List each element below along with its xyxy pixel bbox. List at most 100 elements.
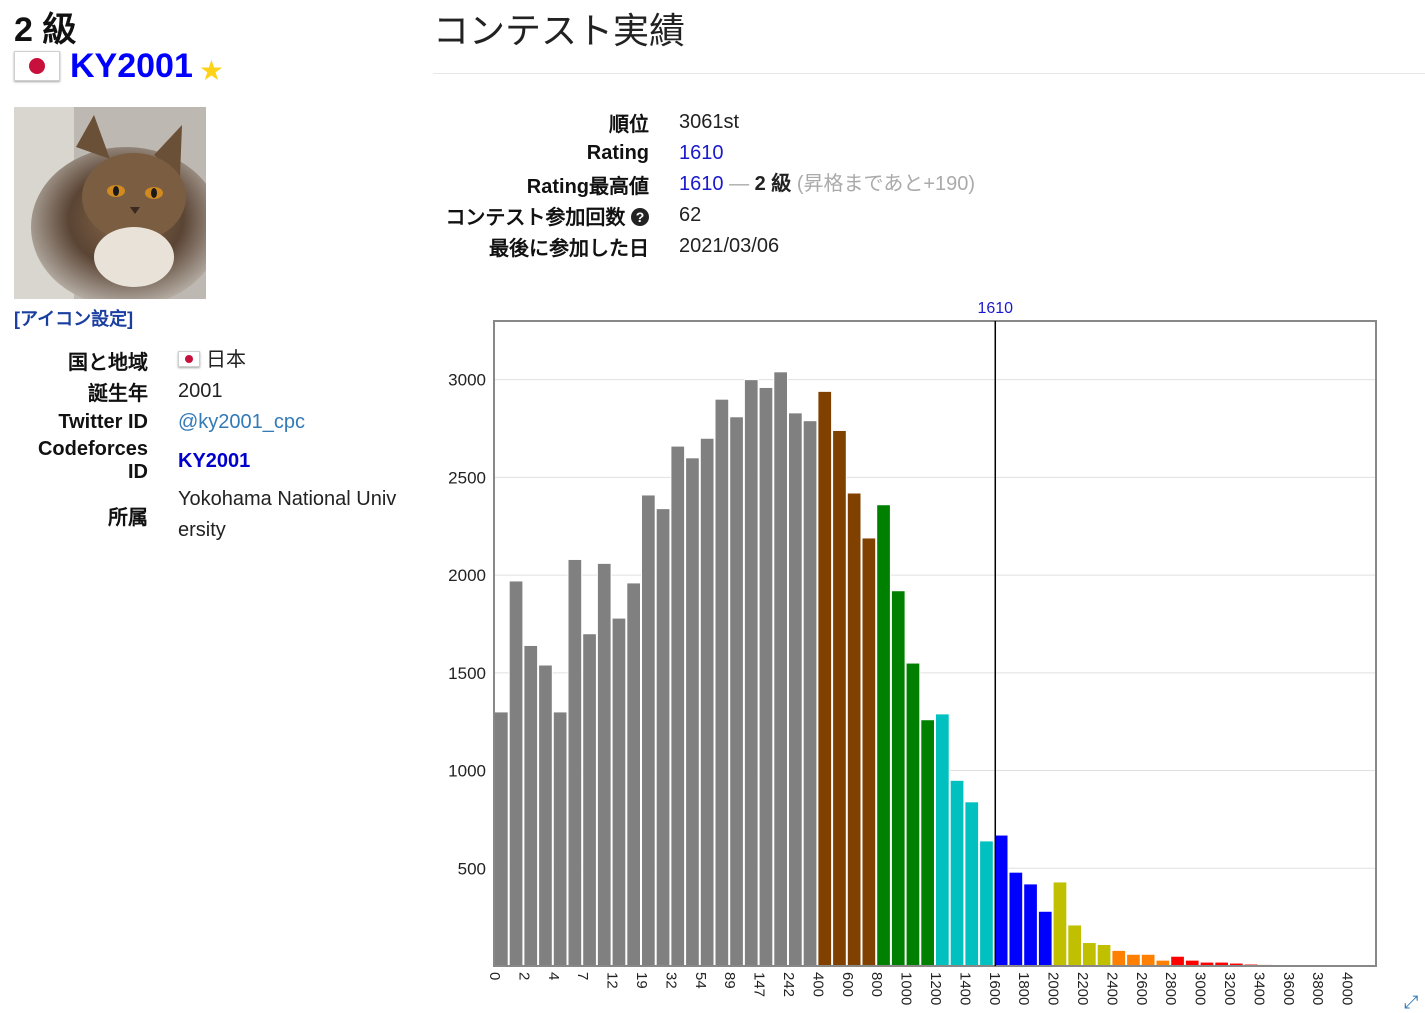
- bar: [1068, 925, 1082, 966]
- bar: [700, 438, 714, 966]
- x-tick-label: 600: [839, 972, 856, 997]
- x-tick-label: 1600: [986, 972, 1003, 1005]
- x-tick-label: 1200: [927, 972, 944, 1005]
- x-tick-label: 3400: [1250, 972, 1267, 1005]
- bar: [642, 495, 656, 966]
- bar: [759, 387, 773, 966]
- contest-row-count: コンテスト参加回数 ? 62: [433, 200, 975, 231]
- username[interactable]: KY2001: [70, 47, 193, 86]
- x-tick-label: 2000: [1045, 972, 1062, 1005]
- bar: [1024, 884, 1038, 966]
- bar: [789, 413, 803, 966]
- contest-row-last: 最後に参加した日 2021/03/06: [433, 231, 975, 262]
- bar: [965, 802, 979, 966]
- y-tick-label: 1500: [448, 664, 486, 683]
- x-tick-label: 3000: [1192, 972, 1209, 1005]
- x-tick-label: 4: [545, 972, 562, 980]
- bar: [803, 421, 817, 966]
- question-circle-icon[interactable]: ?: [631, 208, 649, 226]
- rank-label: 順位: [433, 107, 679, 138]
- twitter-link[interactable]: @ky2001_cpc: [178, 411, 305, 433]
- bar: [921, 720, 935, 966]
- bar: [833, 430, 847, 966]
- bar: [583, 634, 597, 966]
- x-tick-label: 400: [809, 972, 826, 997]
- x-tick-label: 800: [868, 972, 885, 997]
- bar: [744, 380, 758, 966]
- profile-row-codeforces: Codeforces ID KY2001: [14, 438, 398, 484]
- codeforces-label: Codeforces ID: [14, 438, 178, 484]
- bar: [906, 663, 920, 966]
- contest-table: 順位 3061st Rating 1610 Rating最高値 1610 — 2…: [433, 107, 975, 262]
- x-tick-label: 89: [721, 972, 738, 989]
- rating-label: Rating: [433, 138, 679, 169]
- x-tick-label: 1000: [898, 972, 915, 1005]
- x-tick-label: 147: [751, 972, 768, 997]
- last-contest-label: 最後に参加した日: [433, 231, 679, 262]
- bar: [1038, 911, 1052, 966]
- affiliation-value: Yokohama National University: [178, 484, 398, 546]
- max-rating-label: Rating最高値: [433, 169, 679, 200]
- user-header: KY2001 ★: [14, 44, 224, 88]
- bar: [553, 712, 567, 966]
- x-tick-label: 2800: [1162, 972, 1179, 1005]
- star-icon: ★: [199, 54, 224, 87]
- bar: [950, 780, 964, 966]
- birthyear-label: 誕生年: [14, 376, 178, 407]
- bar: [495, 712, 509, 966]
- bar: [1141, 954, 1155, 966]
- bar: [774, 372, 788, 966]
- rank-value: 3061st: [679, 107, 975, 138]
- promotion-note: (昇格まであと+190): [797, 173, 975, 195]
- y-tick-label: 1000: [448, 762, 486, 781]
- bar: [936, 714, 950, 966]
- x-tick-label: 1400: [956, 972, 973, 1005]
- x-tick-label: 12: [604, 972, 621, 989]
- x-tick-label: 1800: [1015, 972, 1032, 1005]
- y-tick-label: 500: [458, 859, 486, 878]
- profile-row-affiliation: 所属 Yokohama National University: [14, 484, 398, 546]
- max-rating-separator: —: [729, 173, 749, 195]
- y-tick-label: 2500: [448, 468, 486, 487]
- bar: [686, 458, 700, 966]
- x-tick-label: 3200: [1221, 972, 1238, 1005]
- rating-value: 1610: [679, 142, 724, 164]
- x-tick-label: 7: [574, 972, 591, 980]
- bar: [524, 645, 538, 966]
- x-tick-label: 2: [515, 972, 532, 980]
- profile-row-country: 国と地域 日本: [14, 345, 398, 376]
- x-tick-label: 3600: [1280, 972, 1297, 1005]
- contest-heading: コンテスト実績: [433, 2, 685, 54]
- country-value[interactable]: 日本: [206, 349, 246, 371]
- bar: [1171, 956, 1185, 966]
- contest-row-rating: Rating 1610: [433, 138, 975, 169]
- last-contest-value: 2021/03/06: [679, 231, 975, 262]
- bar: [597, 563, 611, 966]
- x-tick-label: 2600: [1133, 972, 1150, 1005]
- bar: [730, 417, 744, 966]
- bar: [877, 505, 891, 966]
- bar: [568, 559, 582, 966]
- divider: [433, 73, 1425, 74]
- contest-count-label: コンテスト参加回数: [445, 207, 625, 229]
- icon-settings-link[interactable]: [アイコン設定]: [14, 305, 133, 331]
- contest-row-max-rating: Rating最高値 1610 — 2 級 (昇格まであと+190): [433, 169, 975, 200]
- bar: [994, 835, 1008, 966]
- bar: [539, 665, 553, 966]
- bar: [1112, 950, 1126, 966]
- max-rating-value: 1610: [679, 173, 724, 195]
- max-rating-kyu: 2 級: [755, 173, 792, 195]
- x-tick-label: 242: [780, 972, 797, 997]
- bar: [1097, 945, 1111, 967]
- expand-icon[interactable]: ⤢: [1404, 992, 1424, 1012]
- rating-marker-label: 1610: [977, 300, 1013, 317]
- x-tick-label: 3800: [1309, 972, 1326, 1005]
- y-tick-label: 3000: [448, 371, 486, 390]
- x-tick-label: 0: [486, 972, 503, 980]
- bar: [818, 391, 832, 966]
- codeforces-link[interactable]: KY2001: [178, 450, 250, 472]
- bar: [1009, 872, 1023, 966]
- x-tick-label: 32: [662, 972, 679, 989]
- bar: [627, 583, 641, 966]
